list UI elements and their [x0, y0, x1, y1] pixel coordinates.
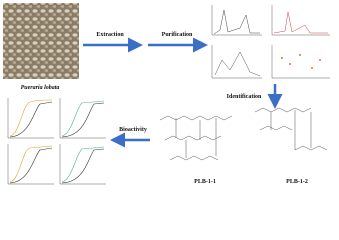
structure-label: PLB-1-2 [286, 179, 308, 185]
source-label: Pueraria lobata [21, 85, 60, 91]
step-label: Purification [162, 32, 193, 38]
activity-charts [7, 98, 106, 185]
structures [159, 107, 328, 161]
structure-label: PLB-1-1 [194, 179, 216, 185]
step-label: Bioactivity [119, 127, 147, 133]
step-label: Extraction [96, 32, 124, 38]
spectra [211, 5, 330, 79]
graphical-abstract: Pueraria lobata Extraction Purification … [3, 3, 330, 185]
step-label: Identification [227, 94, 262, 100]
pueraria-photo [3, 3, 79, 79]
